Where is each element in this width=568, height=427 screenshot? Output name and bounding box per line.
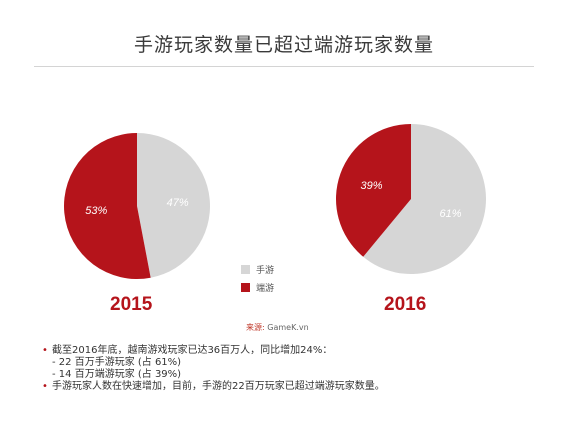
bullet-icon: • — [42, 381, 48, 392]
pie-2016-label-pc: 39% — [360, 180, 382, 192]
pie-2016-year-label: 2016 — [384, 294, 427, 315]
pie-2015-label-pc: 53% — [85, 205, 107, 217]
note-line: - 14 百万端游玩家 (占 39%) — [42, 369, 542, 381]
note-line: - 22 百万手游玩家 (占 61%) — [42, 357, 542, 369]
source-credit: 来源: GameK.vn — [246, 322, 309, 333]
pie-2016-label-mobile: 61% — [440, 208, 462, 220]
title-divider — [34, 66, 534, 67]
pie-2015-slice-pc — [63, 133, 151, 279]
legend-item-pc: 端游 — [241, 281, 275, 294]
legend-item-mobile: 手游 — [241, 263, 275, 276]
chart-title: 手游玩家数量已超过端游玩家数量 — [133, 34, 434, 56]
notes-list: • 截至2016年底，越南游戏玩家已达36百万人，同比增加24%： - 22 百万… — [42, 345, 542, 393]
bullet-icon: • — [42, 345, 48, 356]
note-text: 手游玩家人数在快速增加，目前，手游的22百万玩家已超过端游玩家数量。 — [52, 381, 385, 392]
note-text: 截至2016年底，越南游戏玩家已达36百万人，同比增加24%： — [52, 345, 333, 356]
pie-2015-year-label: 2015 — [110, 294, 153, 315]
legend-label-pc: 端游 — [256, 284, 275, 294]
note-text: - 14 百万端游玩家 (占 39%) — [52, 369, 182, 380]
legend-swatch-mobile — [241, 265, 250, 274]
note-line: • 手游玩家人数在快速增加，目前，手游的22百万玩家已超过端游玩家数量。 — [42, 381, 542, 393]
legend-swatch-pc — [241, 283, 250, 292]
pie-2015-slice-mobile — [137, 133, 210, 278]
legend-label-mobile: 手游 — [256, 266, 275, 276]
source-value: GameK.vn — [267, 323, 309, 332]
source-label: 来源: — [246, 323, 265, 332]
pie-2015-label-mobile: 47% — [167, 197, 189, 209]
pie-2016-slice-mobile — [363, 124, 487, 274]
note-line: • 截至2016年底，越南游戏玩家已达36百万人，同比增加24%： — [42, 345, 542, 357]
note-text: - 22 百万手游玩家 (占 61%) — [52, 357, 182, 368]
pie-2016-slice-pc — [336, 124, 411, 257]
